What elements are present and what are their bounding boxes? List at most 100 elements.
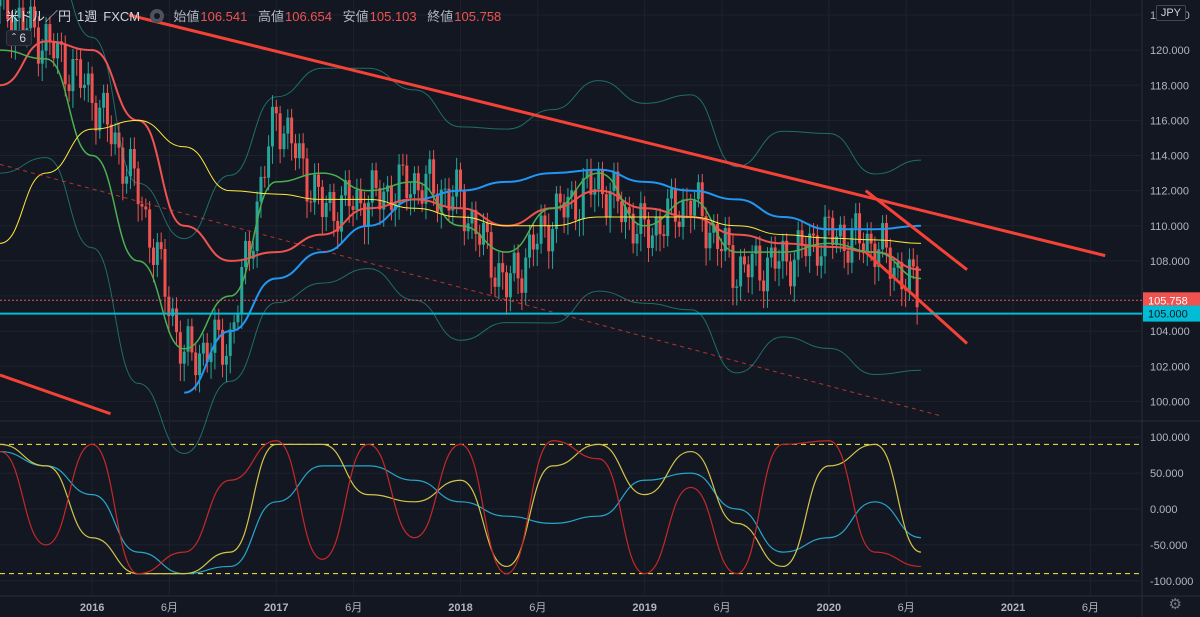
candle-body (113, 132, 117, 145)
candle-body (94, 103, 98, 131)
candle-body (163, 249, 167, 297)
candle-body (340, 195, 344, 232)
candle-body (255, 201, 259, 251)
candle-body (608, 191, 612, 218)
candle-body (251, 250, 255, 259)
candle-body (470, 210, 474, 224)
candle-body (505, 272, 509, 298)
candle-body (800, 230, 804, 246)
candle-body (884, 223, 888, 248)
price-tick-label: 118.000 (1150, 80, 1189, 92)
candle-body (363, 203, 367, 227)
candle-body (132, 148, 136, 169)
candle-body (658, 217, 662, 235)
candle-body (209, 352, 213, 363)
candle-body (320, 186, 324, 218)
candle-body (528, 234, 532, 258)
candle-body (524, 257, 528, 293)
trendline (864, 251, 969, 345)
candle-body (911, 259, 915, 267)
candle-body (554, 193, 558, 230)
candle-body (831, 217, 835, 245)
candle-body (623, 207, 627, 223)
currency-badge[interactable]: JPY (1155, 5, 1186, 21)
candle-body (432, 159, 436, 194)
candle-body (585, 169, 589, 179)
candle-body (409, 194, 413, 198)
candle-body (861, 243, 865, 254)
candle-body (282, 133, 286, 150)
candle-body (643, 203, 647, 220)
candle-body (221, 329, 225, 365)
candle-body (447, 188, 451, 211)
symbol-name[interactable]: 米ドル／円 (6, 9, 72, 24)
candle-body (324, 202, 328, 218)
time-tick-label: 2016 (80, 602, 104, 614)
candle-body (639, 203, 643, 234)
candle-body (140, 204, 144, 207)
close-value: 105.758 (454, 9, 502, 24)
time-tick-label: 2021 (1001, 602, 1025, 614)
settings-gear-icon[interactable]: ⚙ (1168, 596, 1182, 613)
time-tick-label: 6月 (713, 602, 730, 614)
candle-body (819, 256, 823, 266)
candle-body (708, 232, 712, 249)
candle-body (232, 322, 236, 330)
candle-body (98, 107, 102, 131)
osc-tick-label: -100.000 (1150, 576, 1193, 588)
candle-body (313, 174, 317, 203)
low-label: 安値 (342, 9, 369, 24)
candle-body (290, 117, 294, 144)
candle-body (458, 169, 462, 192)
candle-body (482, 222, 486, 245)
time-tick-label: 6月 (898, 602, 915, 614)
interval[interactable]: 1週 (77, 9, 98, 24)
candle-body (343, 180, 347, 196)
candle-body (347, 180, 351, 207)
candle-body (136, 168, 140, 205)
candle-body (600, 169, 604, 195)
price-tick-label: 100.000 (1150, 396, 1190, 408)
candle-body (205, 342, 209, 363)
candle-body (190, 326, 194, 353)
osc-tick-label: 0.000 (1150, 504, 1178, 516)
candle-body (48, 24, 52, 42)
candle-body (700, 182, 704, 217)
candle-body (739, 256, 743, 287)
oscillator-yellow-line (0, 443, 922, 575)
candle-body (109, 124, 113, 145)
candle-body (52, 41, 56, 59)
candle-body (877, 249, 881, 267)
candle-body (274, 106, 278, 114)
candle-body (382, 191, 386, 210)
indicator-toggle[interactable]: ˆ 6 (6, 30, 33, 46)
last-price-label: 105.758 (1148, 295, 1188, 307)
eye-icon[interactable] (149, 9, 164, 23)
candle-body (63, 44, 67, 85)
candle-body (378, 188, 382, 210)
candle-body (393, 203, 397, 210)
candle-body (359, 189, 363, 204)
candle-body (224, 355, 228, 365)
high-label: 高値 (257, 9, 284, 24)
candle-body (842, 224, 846, 251)
bollinger-lower (0, 157, 921, 454)
candle-body (29, 6, 33, 29)
candle-body (501, 263, 505, 273)
candle-body (635, 233, 639, 244)
time-tick-label: 6月 (345, 602, 362, 614)
candle-body (681, 199, 685, 227)
close-label: 終値 (427, 9, 454, 24)
candle-body (485, 222, 489, 233)
price-tick-label: 102.000 (1150, 361, 1190, 373)
candle-body (581, 178, 585, 220)
candle-body (155, 242, 159, 265)
ma-blue-line (184, 168, 921, 394)
candle-body (785, 240, 789, 262)
candle-body (186, 326, 190, 352)
candle-body (297, 143, 301, 159)
candle-body (171, 308, 175, 317)
candle-body (497, 263, 501, 287)
candle-body (182, 351, 186, 364)
